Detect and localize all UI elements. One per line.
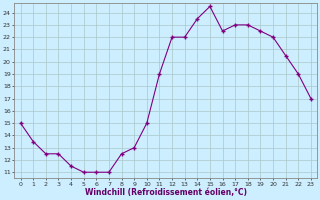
X-axis label: Windchill (Refroidissement éolien,°C): Windchill (Refroidissement éolien,°C) xyxy=(85,188,247,197)
